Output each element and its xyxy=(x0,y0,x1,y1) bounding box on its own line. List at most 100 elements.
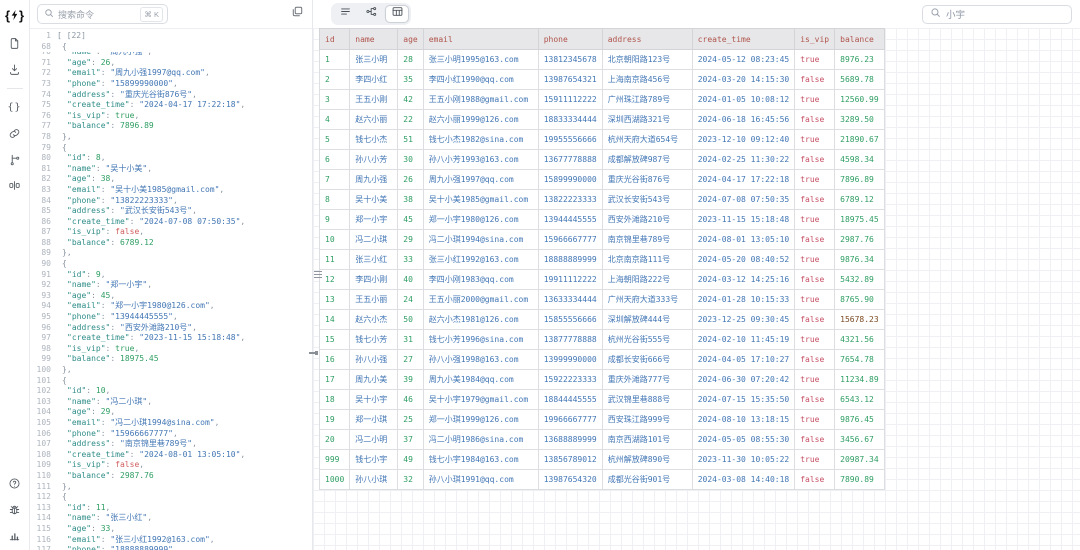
table-view-button[interactable] xyxy=(385,5,409,23)
cell-address[interactable]: 成都长安街666号 xyxy=(601,349,693,370)
cell-age[interactable]: 46 xyxy=(397,389,424,410)
cell-email[interactable]: 周九小美1984@qq.com xyxy=(422,369,539,390)
cell-name[interactable]: 吴十小宇 xyxy=(349,389,399,410)
cell-create_time[interactable]: 2024-04-17 17:22:18 xyxy=(691,169,796,190)
cell-id[interactable]: 1 xyxy=(318,49,351,70)
cell-is_vip[interactable]: true xyxy=(794,209,836,230)
chart-button[interactable] xyxy=(6,527,24,544)
cell-is_vip[interactable]: true xyxy=(794,89,836,110)
cell-balance[interactable]: 12560.99 xyxy=(834,89,885,110)
cell-email[interactable]: 周九小强1997@qq.com xyxy=(422,169,539,190)
cell-name[interactable]: 张三小红 xyxy=(349,249,399,270)
cell-email[interactable]: 张三小红1992@163.com xyxy=(422,249,539,270)
cell-name[interactable]: 郑一小琪 xyxy=(349,409,399,430)
cell-balance[interactable]: 15678.23 xyxy=(834,309,885,330)
column-header-is_vip[interactable]: is_vip xyxy=(794,28,836,50)
cell-email[interactable]: 吴十小宇1979@gmail.com xyxy=(422,389,539,410)
cell-name[interactable]: 赵六小丽 xyxy=(349,109,399,130)
cell-address[interactable]: 杭州光谷街555号 xyxy=(601,329,693,350)
download-button[interactable] xyxy=(6,61,24,78)
cell-id[interactable]: 20 xyxy=(318,429,351,450)
column-header-phone[interactable]: phone xyxy=(537,28,603,50)
cell-phone[interactable]: 18844445555 xyxy=(537,389,603,410)
cell-age[interactable]: 28 xyxy=(397,49,424,70)
cell-phone[interactable]: 13856789012 xyxy=(537,449,603,470)
cell-is_vip[interactable]: true xyxy=(794,329,836,350)
cell-id[interactable]: 18 xyxy=(318,389,351,410)
cell-address[interactable]: 重庆外滩路777号 xyxy=(601,369,693,390)
cell-create_time[interactable]: 2024-07-08 07:50:35 xyxy=(691,189,796,210)
cell-age[interactable]: 25 xyxy=(397,409,424,430)
cell-create_time[interactable]: 2024-01-28 10:15:33 xyxy=(691,289,796,310)
cell-create_time[interactable]: 2024-05-20 08:40:52 xyxy=(691,249,796,270)
cell-phone[interactable]: 13822223333 xyxy=(537,189,603,210)
cell-email[interactable]: 郑一小琪1999@126.com xyxy=(422,409,539,430)
cell-name[interactable]: 李四小刚 xyxy=(349,269,399,290)
cell-email[interactable]: 冯二小琪1994@sina.com xyxy=(422,229,539,250)
cell-age[interactable]: 22 xyxy=(397,109,424,130)
cell-address[interactable]: 上海南京路456号 xyxy=(601,69,693,90)
cell-age[interactable]: 40 xyxy=(397,269,424,290)
cell-create_time[interactable]: 2024-07-15 15:35:50 xyxy=(691,389,796,410)
cell-age[interactable]: 42 xyxy=(397,89,424,110)
cell-balance[interactable]: 6789.12 xyxy=(834,189,885,210)
copy-button[interactable] xyxy=(288,5,306,23)
cell-phone[interactable]: 13987654320 xyxy=(537,469,603,490)
cell-name[interactable]: 钱七小芳 xyxy=(349,329,399,350)
cell-phone[interactable]: 15966667777 xyxy=(537,229,603,250)
cell-create_time[interactable]: 2024-05-12 08:23:45 xyxy=(691,49,796,70)
cell-email[interactable]: 王五小丽2000@gmail.com xyxy=(422,289,539,310)
cell-phone[interactable]: 19911112222 xyxy=(537,269,603,290)
new-file-button[interactable] xyxy=(6,35,24,52)
cell-balance[interactable]: 7896.89 xyxy=(834,169,885,190)
cell-balance[interactable]: 3456.67 xyxy=(834,429,885,450)
cell-age[interactable]: 51 xyxy=(397,129,424,150)
cell-create_time[interactable]: 2024-06-18 16:45:56 xyxy=(691,109,796,130)
cell-address[interactable]: 深圳解放碑444号 xyxy=(601,309,693,330)
cell-address[interactable]: 杭州解放碑890号 xyxy=(601,449,693,470)
cell-phone[interactable]: 19966667777 xyxy=(537,409,603,430)
cell-balance[interactable]: 7890.89 xyxy=(834,469,885,490)
cell-email[interactable]: 冯二小明1986@sina.com xyxy=(422,429,539,450)
cell-age[interactable]: 35 xyxy=(397,69,424,90)
cell-email[interactable]: 李四小刚1983@qq.com xyxy=(422,269,539,290)
cell-age[interactable]: 50 xyxy=(397,309,424,330)
cell-name[interactable]: 孙八小强 xyxy=(349,349,399,370)
cell-age[interactable]: 37 xyxy=(397,429,424,450)
cell-id[interactable]: 1000 xyxy=(318,469,351,490)
cell-is_vip[interactable]: true xyxy=(794,289,836,310)
cell-name[interactable]: 钱七小杰 xyxy=(349,129,399,150)
branch-button[interactable] xyxy=(6,151,24,168)
cell-id[interactable]: 3 xyxy=(318,89,351,110)
cell-balance[interactable]: 18975.45 xyxy=(834,209,885,230)
diff-button[interactable] xyxy=(6,177,24,194)
cell-balance[interactable]: 7654.78 xyxy=(834,349,885,370)
help-button[interactable] xyxy=(6,475,24,492)
cell-name[interactable]: 张三小明 xyxy=(349,49,399,70)
cell-balance[interactable]: 8765.90 xyxy=(834,289,885,310)
cell-is_vip[interactable]: true xyxy=(794,449,836,470)
bug-button[interactable] xyxy=(6,501,24,518)
cell-is_vip[interactable]: false xyxy=(794,429,836,450)
cell-id[interactable]: 7 xyxy=(318,169,351,190)
cell-id[interactable]: 8 xyxy=(318,189,351,210)
cell-name[interactable]: 王五小刚 xyxy=(349,89,399,110)
cell-name[interactable]: 王五小丽 xyxy=(349,289,399,310)
cell-name[interactable]: 孙八小琪 xyxy=(349,469,399,490)
cell-create_time[interactable]: 2024-03-20 14:15:30 xyxy=(691,69,796,90)
cell-is_vip[interactable]: false xyxy=(794,349,836,370)
cell-age[interactable]: 27 xyxy=(397,349,424,370)
column-header-address[interactable]: address xyxy=(601,28,693,50)
cell-name[interactable]: 钱七小宇 xyxy=(349,449,399,470)
cell-email[interactable]: 赵六小丽1999@126.com xyxy=(422,109,539,130)
cell-phone[interactable]: 19955556666 xyxy=(537,129,603,150)
cell-id[interactable]: 14 xyxy=(318,309,351,330)
command-search-input[interactable]: 搜索命令 ⌘ K xyxy=(37,4,168,24)
panel-resize-handle[interactable] xyxy=(314,269,322,278)
cell-id[interactable]: 9 xyxy=(318,209,351,230)
cell-id[interactable]: 15 xyxy=(318,329,351,350)
cell-email[interactable]: 郑一小宇1980@126.com xyxy=(422,209,539,230)
cell-name[interactable]: 赵六小杰 xyxy=(349,309,399,330)
cell-is_vip[interactable]: false xyxy=(794,309,836,330)
cell-balance[interactable]: 5432.89 xyxy=(834,269,885,290)
